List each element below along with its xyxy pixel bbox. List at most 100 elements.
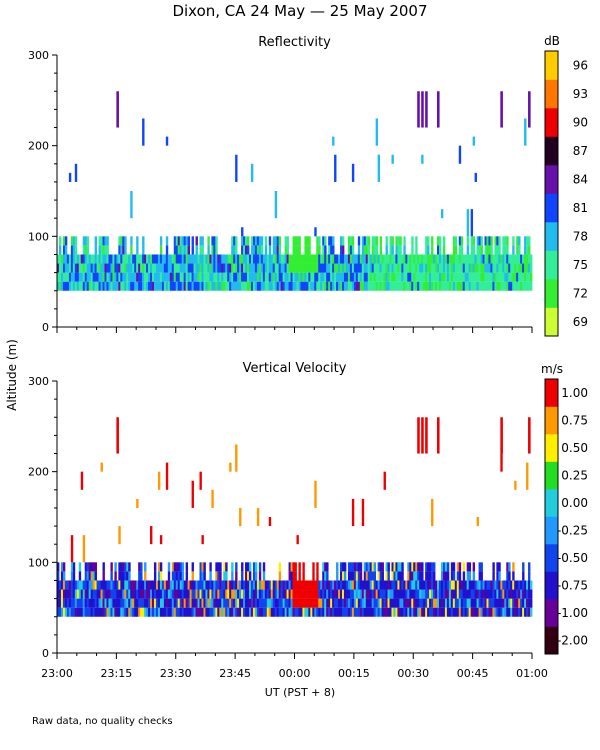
heatmap-cell [324,580,327,590]
heatmap-cell [68,589,72,599]
heatmap-cell [427,562,430,572]
heatmap-cell [444,263,448,273]
heatmap-cell [62,589,66,599]
heatmap-cell [110,272,113,282]
heatmap-cell [187,598,191,608]
heatmap-cell [403,254,406,264]
heatmap-cell [334,589,337,599]
heatmap-cell [468,562,472,572]
heatmap-cell [504,281,507,291]
heatmap-cell [472,245,476,255]
heatmap-cell [318,607,321,617]
heatmap-cell [520,254,523,264]
heatmap-cell [349,281,353,291]
heatmap-cell [393,562,396,572]
heatmap-cell [458,598,462,608]
heatmap-cell [353,254,357,264]
heatmap-cell [84,263,88,273]
heatmap-cell [64,281,68,291]
heatmap-cell [316,562,319,572]
heatmap-cell [209,281,212,291]
heatmap-cell [223,607,226,617]
heatmap-cell [165,462,169,490]
heatmap-cell [371,607,375,617]
heatmap-cell [448,254,452,264]
heatmap-cell [142,589,145,599]
heatmap-cell [219,580,222,590]
heatmap-cell [349,571,353,581]
heatmap-cell [84,571,88,581]
heatmap-cell [458,263,462,273]
heatmap-cell [122,245,125,255]
heatmap-cell [431,598,434,608]
heatmap-cell [526,607,529,617]
heatmap-cell [229,589,232,599]
heatmap-cell [427,598,430,608]
heatmap-cell [496,236,499,246]
heatmap-cell [373,607,377,617]
heatmap-cell [171,598,175,608]
heatmap-cell [112,589,115,599]
heatmap-cell [351,263,355,273]
heatmap-cell [100,589,103,599]
heatmap-cell [86,263,90,273]
colorbar-swatch [545,461,558,490]
heatmap-cell [266,263,270,273]
heatmap-cell [377,571,381,581]
heatmap-cell [328,580,331,590]
heatmap-cell [264,598,268,608]
heatmap-cell [498,254,501,264]
heatmap-cell [264,236,268,246]
heatmap-cell [482,589,485,599]
heatmap-cell [276,254,280,264]
heatmap-cell [365,607,369,617]
heatmap-cell [508,598,511,608]
heatmap-cell [270,263,274,273]
x-tick-label: 23:45 [219,667,251,680]
heatmap-cell [365,236,369,246]
heatmap-cell [504,272,507,282]
heatmap-cell [484,236,487,246]
heatmap-cell [72,254,76,264]
heatmap-cell [209,589,212,599]
heatmap-cell [494,580,497,590]
heatmap-cell [126,607,129,617]
heatmap-cell [488,281,491,291]
heatmap-cell [425,263,428,273]
heatmap-cell [239,598,242,608]
heatmap-cell [102,580,105,590]
heatmap-cell [312,598,315,608]
heatmap-cell [395,263,398,273]
heatmap-cell [280,254,284,264]
heatmap-cell [466,263,470,273]
heatmap-cell [466,571,470,581]
heatmap-cell [359,263,363,273]
heatmap-cell [284,245,287,255]
heatmap-cell [82,607,86,617]
heatmap-cell [435,580,438,590]
heatmap-cell [195,254,198,264]
heatmap-cell [365,580,369,590]
heatmap-cell [494,245,497,255]
heatmap-cell [442,272,446,282]
heatmap-cell [450,562,454,572]
heatmap-cell [219,254,222,264]
heatmap-cell [88,580,92,590]
heatmap-cell [373,598,377,608]
heatmap-cell [500,91,503,128]
heatmap-cell [336,607,339,617]
heatmap-cell [165,589,169,599]
heatmap-cell [308,589,311,599]
heatmap-cell [355,580,359,590]
heatmap-cell [110,598,113,608]
heatmap-cell [76,254,80,264]
heatmap-cell [438,281,442,291]
heatmap-cell [84,272,88,282]
heatmap-cell [199,236,202,246]
heatmap-cell [393,272,396,282]
heatmap-cell [304,272,307,282]
heatmap-cell [450,580,454,590]
heatmap-cell [391,580,394,590]
heatmap-cell [64,254,68,264]
heatmap-cell [148,607,151,617]
